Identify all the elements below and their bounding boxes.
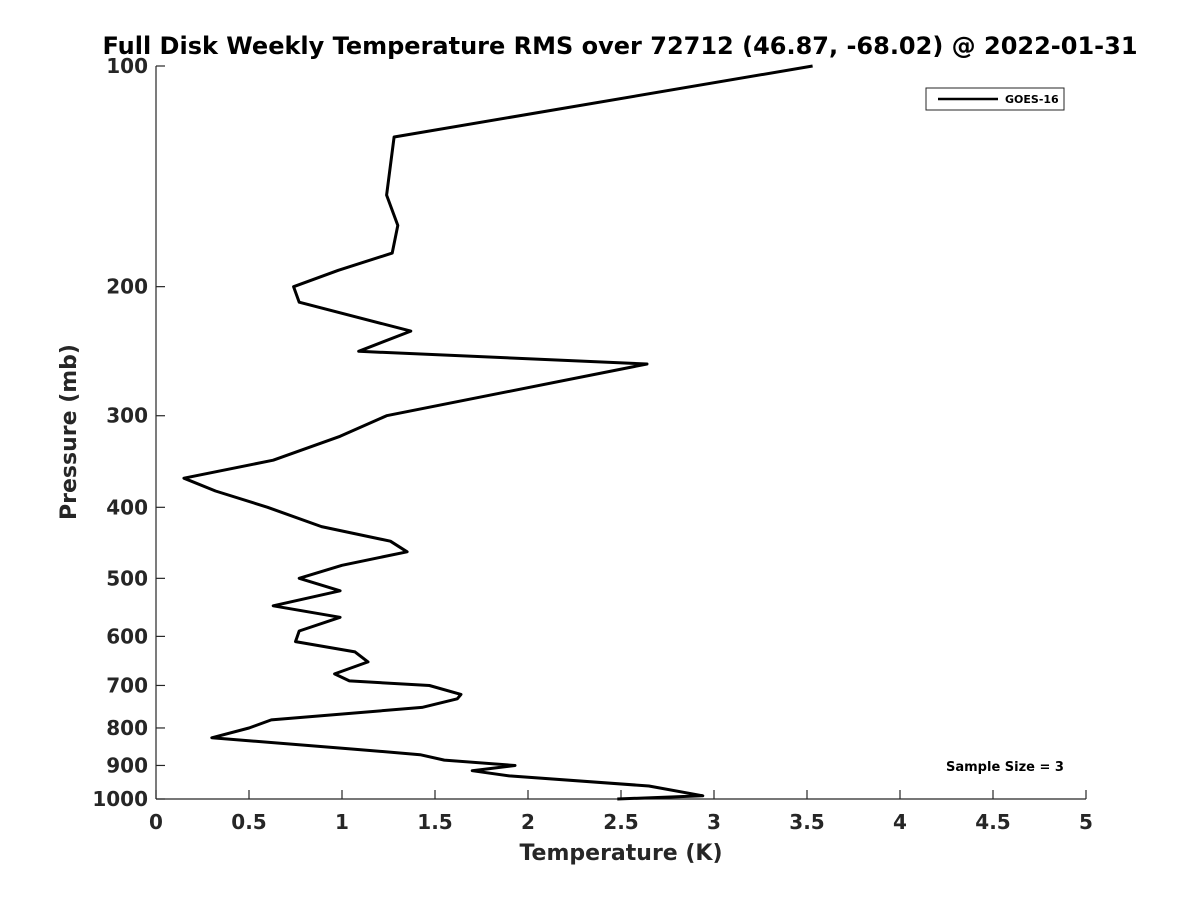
x-tick-label: 1.5 [417,810,452,834]
chart-title: Full Disk Weekly Temperature RMS over 72… [102,32,1137,60]
y-tick-label: 100 [106,54,148,78]
x-tick-label: 0.5 [231,810,266,834]
x-tick-label: 0 [149,810,163,834]
x-tick-label: 5 [1079,810,1093,834]
x-axis-ticks: 0 0.5 1 1.5 2 2.5 3 3.5 4 4.5 5 [149,790,1093,834]
series-layer [182,64,813,801]
x-tick-label: 3 [707,810,721,834]
y-tick-label: 700 [106,673,148,697]
x-tick-label: 2.5 [603,810,638,834]
legend-label-goes-16: GOES-16 [1005,93,1059,106]
y-tick-label: 500 [106,566,148,590]
y-tick-label: 300 [106,404,148,428]
x-tick-label: 4 [893,810,907,834]
x-tick-label: 3.5 [789,810,824,834]
y-tick-label: 900 [106,753,148,777]
x-tick-label: 1 [335,810,349,834]
x-tick-label: 2 [521,810,535,834]
sample-size-annotation: Sample Size = 3 [946,760,1064,775]
y-axis-ticks: 100 200 300 400 500 600 700 800 900 1000 [92,54,165,811]
y-tick-label: 800 [106,716,148,740]
y-tick-label: 200 [106,275,148,299]
y-tick-label: 1000 [92,787,148,811]
y-axis-label: Pressure (mb) [57,344,82,520]
y-tick-label: 400 [106,495,148,519]
x-axis-label: Temperature (K) [519,841,722,866]
series-line-goes-16 [182,64,813,801]
legend: GOES-16 [925,87,1065,111]
y-tick-label: 600 [106,624,148,648]
x-tick-label: 4.5 [975,810,1010,834]
